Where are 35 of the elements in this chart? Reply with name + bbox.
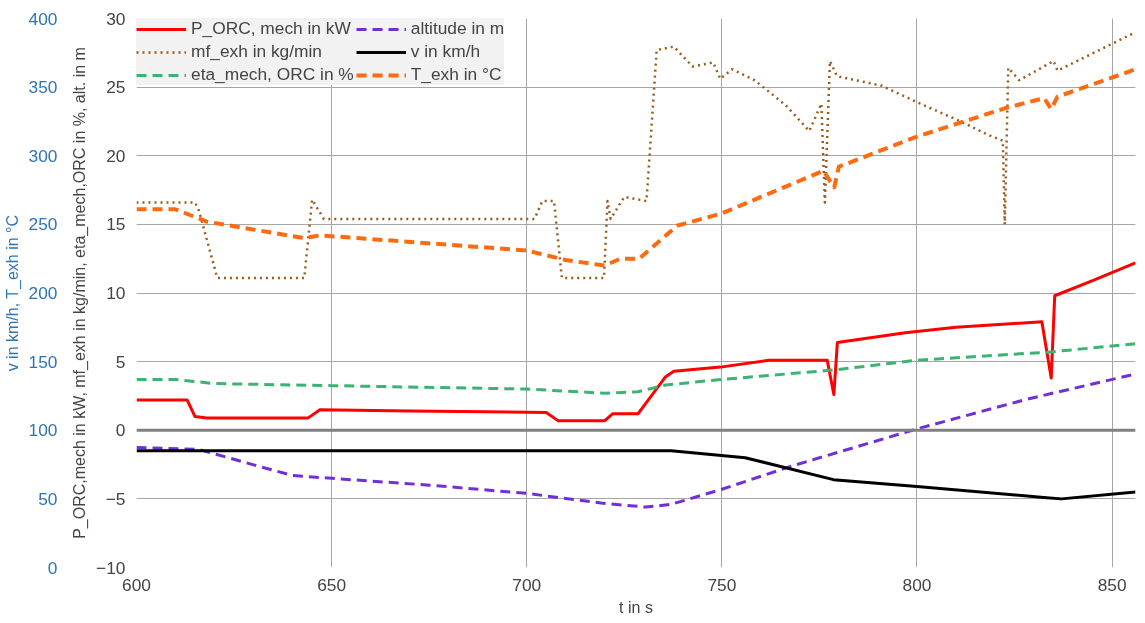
y2-tick-label: 400: [28, 8, 58, 29]
y2-tick-label: 0: [47, 557, 58, 578]
legend-label: mf_exh in kg/min: [191, 41, 322, 62]
x-axis-title: t in s: [619, 598, 653, 616]
y2-tick-label: 200: [28, 283, 58, 303]
x-tick-label: 750: [707, 574, 737, 595]
legend-label: altitude in m: [410, 18, 505, 39]
y-axis-title: P_ORC,mech in kW, mf_exh in kg/min, eta_mech,ORC in %, alt. in m: [71, 47, 90, 539]
y-tick-label: 0: [115, 420, 126, 441]
y2-tick-label: 250: [28, 214, 58, 235]
y-tick-label: 5: [115, 351, 126, 372]
x-tick-label: 700: [512, 574, 542, 595]
y2-tick-label: 50: [38, 488, 58, 509]
legend-label: eta_mech, ORC in %: [191, 64, 354, 85]
x-tick-label: 850: [1097, 574, 1127, 595]
y-tick-label: 15: [106, 214, 126, 235]
line-series: [136, 67, 1136, 268]
y-tick-label: 10: [106, 283, 126, 303]
y2-tick-label: 100: [28, 420, 58, 441]
y-tick-label: 20: [106, 145, 126, 166]
y2-tick-label: 350: [28, 77, 58, 98]
legend-label: T_exh in °C: [410, 64, 502, 85]
line-series: [136, 342, 1136, 395]
y-tick-label: 30: [106, 8, 126, 29]
x-tick-label: 800: [902, 574, 932, 595]
line-series: [136, 261, 1136, 423]
legend-label: P_ORC, mech in kW: [191, 18, 351, 39]
y-tick-label: −5: [105, 488, 126, 509]
y-tick-label: 25: [106, 77, 126, 98]
x-tick-label: 650: [317, 574, 347, 595]
y2-axis-title: v in km/h, T_exh in °C: [3, 214, 22, 372]
legend-label: v in km/h: [410, 41, 481, 62]
y2-tick-label: 300: [28, 145, 58, 166]
y2-tick-label: 150: [28, 351, 58, 372]
line-series: [136, 449, 1136, 501]
